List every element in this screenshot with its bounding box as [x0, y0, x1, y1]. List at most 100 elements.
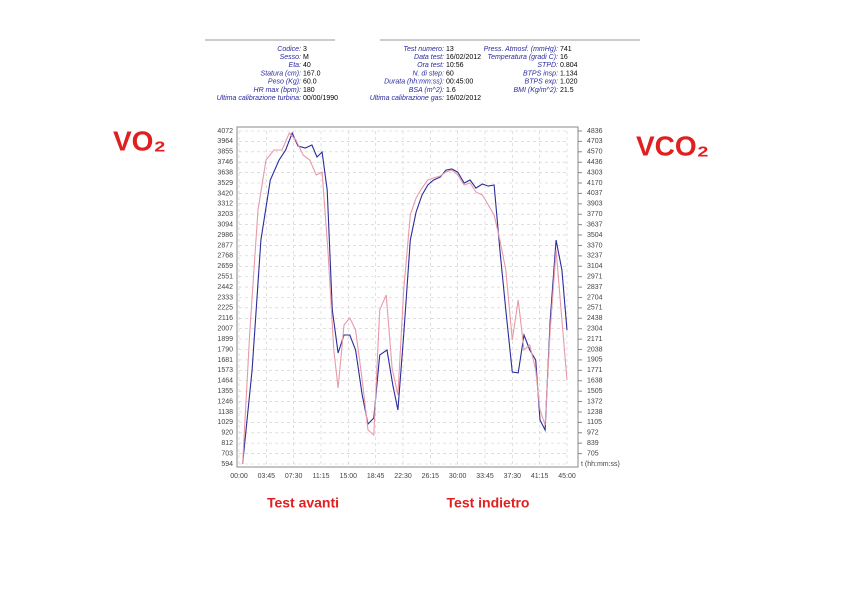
y2-tick-label: 1238 [587, 409, 603, 416]
y-tick-label: 812 [221, 440, 233, 447]
y2-tick-label: 2038 [587, 346, 603, 353]
y-tick-label: 1355 [217, 388, 233, 395]
x-tick-label: 37:30 [504, 473, 522, 480]
y-tick-label: 2877 [217, 242, 233, 249]
x-tick-label: 03:45 [258, 473, 276, 480]
info-label: N. di step: [412, 70, 444, 77]
x-tick-label: 22:30 [394, 473, 412, 480]
y2-tick-label: 1771 [587, 367, 603, 374]
y-tick-label: 2333 [217, 294, 233, 301]
info-label: BSA (m^2): [409, 87, 444, 94]
info-value: 1.020 [560, 79, 578, 86]
info-label: Test numero: [403, 46, 444, 53]
info-value: 16/02/2012 [446, 54, 481, 61]
y2-tick-label: 2971 [587, 273, 603, 280]
info-value: 60.0 [303, 79, 317, 86]
y-tick-label: 1464 [217, 378, 233, 385]
y-tick-label: 1138 [218, 409, 233, 416]
y-tick-label: 3420 [217, 190, 233, 197]
y-tick-label: 3964 [217, 138, 233, 145]
info-value: 1.134 [560, 70, 578, 77]
info-label: Temperatura (gradi C): [487, 54, 558, 61]
y2-tick-label: 3370 [587, 242, 603, 249]
x-tick-label: 07:30 [285, 473, 303, 480]
y-tick-label: 3094 [217, 221, 233, 228]
info-value: 60 [446, 70, 454, 77]
info-value: 180 [303, 87, 315, 94]
y-tick-label: 594 [221, 461, 233, 468]
y2-tick-label: 1638 [587, 378, 603, 385]
y2-tick-label: 2837 [587, 284, 603, 291]
x-tick-label: 26:15 [422, 473, 440, 480]
info-value: 13 [446, 46, 454, 53]
info-label: Data test: [414, 54, 444, 61]
y2-tick-label: 1505 [587, 388, 603, 395]
info-label: Peso (Kg): [268, 79, 301, 86]
series-line [242, 132, 568, 465]
series-name: VCO₂ [636, 130, 709, 161]
y2-tick-label: 4570 [587, 149, 603, 156]
y-tick-label: 1899 [217, 336, 233, 343]
y2-tick-label: 4836 [587, 128, 603, 135]
y2-tick-label: 839 [587, 440, 599, 447]
y2-tick-label: 4303 [587, 169, 603, 176]
y2-tick-label: 4037 [587, 190, 603, 197]
x-tick-label: 18:45 [367, 473, 385, 480]
info-value: 0.804 [560, 62, 578, 69]
info-label: BTPS exp: [525, 79, 559, 86]
info-value: 167.0 [303, 70, 321, 77]
y2-tick-label: 2171 [587, 336, 603, 343]
series-line [242, 131, 568, 465]
info-value: 21.5 [560, 87, 574, 94]
info-value: 00/00/1990 [303, 95, 338, 102]
y-tick-label: 2551 [217, 273, 233, 280]
info-label: Durata (hh:mm:ss): [384, 79, 444, 86]
x-tick-label: 15:00 [340, 473, 358, 480]
y2-tick-label: 3903 [587, 201, 603, 208]
info-label: STPD: [537, 62, 558, 69]
caption: Test indietro [447, 495, 530, 511]
info-value: 16 [560, 54, 568, 61]
y2-tick-label: 3104 [587, 263, 603, 270]
y2-tick-label: 3504 [587, 232, 603, 239]
y2-tick-label: 1905 [587, 357, 603, 364]
y2-tick-label: 1372 [587, 398, 603, 405]
info-value: 16/02/2012 [446, 95, 481, 102]
x-tick-label: 45:00 [558, 473, 576, 480]
info-value: 3 [303, 46, 307, 53]
info-label: Codice: [277, 46, 301, 53]
y-tick-label: 2442 [217, 284, 233, 291]
y-tick-label: 3746 [217, 159, 233, 166]
series-name: VO₂ [113, 125, 166, 156]
info-value: 10:56 [446, 62, 464, 69]
x-tick-label: 11:15 [313, 473, 330, 480]
y-tick-label: 2116 [218, 315, 233, 322]
info-value: 741 [560, 46, 572, 53]
info-label: BTPS insp: [523, 70, 558, 77]
y2-tick-label: 705 [587, 450, 599, 457]
y-tick-label: 1246 [217, 398, 233, 405]
y2-tick-label: 3237 [587, 253, 603, 260]
y-tick-label: 2659 [217, 263, 233, 270]
info-label: Ultima calibrazione gas: [370, 95, 444, 102]
y2-tick-label: 1105 [587, 419, 602, 426]
x-tick-label: 30:00 [449, 473, 467, 480]
info-label: Sesso: [280, 54, 301, 61]
y2-tick-label: 2571 [587, 305, 603, 312]
y-tick-label: 2007 [217, 326, 233, 333]
x-tick-label: 41:15 [531, 473, 549, 480]
info-label: Eta: [289, 62, 302, 69]
info-value: M [303, 54, 309, 61]
info-label: Press. Atmosf. (mmHg): [484, 46, 558, 53]
y-tick-label: 1029 [217, 419, 233, 426]
caption: Test avanti [267, 495, 339, 511]
info-label: Ora test: [417, 62, 444, 69]
y2-tick-label: 4170 [587, 180, 603, 187]
y2-tick-label: 3637 [587, 221, 603, 228]
y-tick-label: 4072 [217, 128, 233, 135]
x-tick-label: 00:00 [230, 473, 248, 480]
y2-tick-label: 3770 [587, 211, 603, 218]
y-tick-label: 2225 [217, 305, 233, 312]
info-label: BMI (Kg/m^2): [513, 87, 558, 94]
